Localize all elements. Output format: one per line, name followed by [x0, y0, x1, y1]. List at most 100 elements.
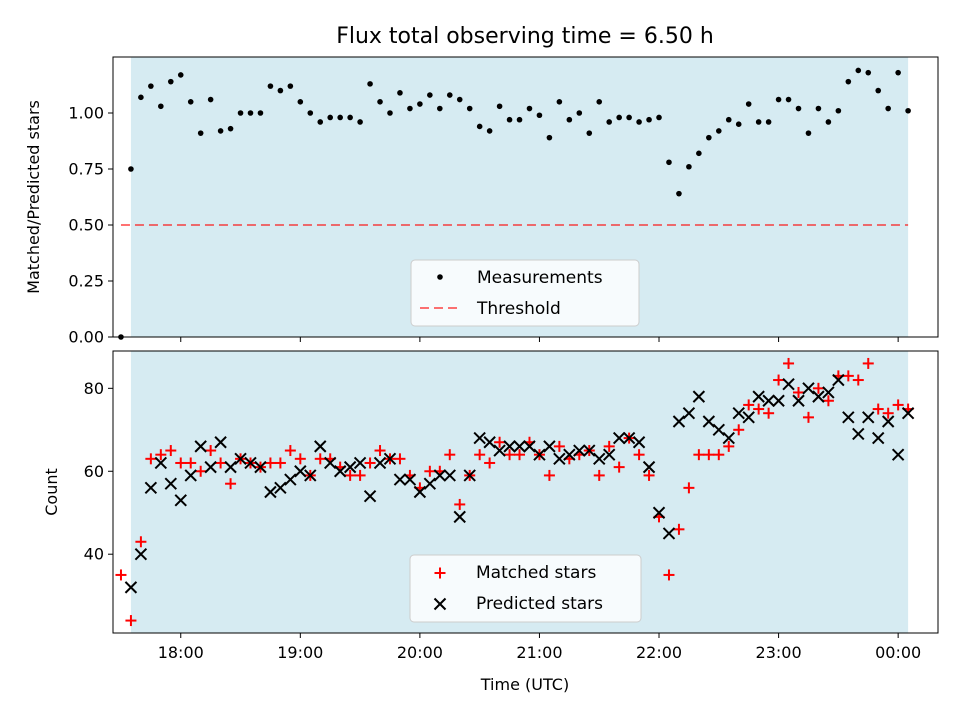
measurement-point [616, 114, 622, 121]
top-legend-box [410, 259, 640, 327]
matched-stars-series [115, 357, 914, 627]
predicted-star-point [513, 440, 526, 453]
predicted-star-point [802, 382, 815, 395]
measurement-point [437, 105, 443, 112]
predicted-star-point [184, 469, 197, 482]
measurement-point [237, 110, 244, 116]
predicted-star-point [403, 473, 417, 486]
matched-star-point [474, 449, 486, 461]
top-x-ticks [180, 337, 899, 342]
predicted-star-point [483, 436, 496, 449]
matched-star-point [374, 445, 386, 457]
measurement-point [586, 130, 593, 136]
measurement-point [486, 128, 493, 134]
matched-star-point [733, 424, 745, 436]
predicted-star-point [443, 469, 456, 482]
chart-title: Flux total observing time = 6.50 h [336, 24, 714, 49]
measurement-point [377, 99, 383, 105]
top-y-tick-label: 0.75 [68, 160, 104, 179]
x-tick-label: 22:00 [636, 643, 682, 662]
predicted-star-point [204, 460, 217, 474]
predicted-star-point [224, 460, 237, 474]
predicted-star-point [164, 477, 177, 490]
measurement-point [357, 119, 363, 125]
measurement-point [815, 105, 822, 112]
x-tick-label: 21:00 [516, 643, 562, 662]
predicted-star-point [393, 473, 407, 486]
measurement-point [506, 116, 513, 123]
legend-matched-marker [434, 567, 446, 579]
predicted-star-point [872, 431, 885, 445]
predicted-star-point [632, 436, 646, 449]
predicted-star-point [433, 469, 447, 482]
measurement-point [735, 121, 742, 127]
measurement-point [725, 116, 732, 123]
bottom-y-tick-label: 60 [84, 462, 104, 481]
measurement-point [277, 87, 284, 94]
matched-star-point [842, 370, 854, 382]
matched-star-point [802, 411, 814, 423]
predicted-star-point [702, 415, 716, 428]
predicted-star-point [782, 377, 795, 391]
matched-star-point [862, 357, 874, 369]
matched-star-point [314, 453, 326, 465]
measurement-point [417, 101, 423, 107]
predicted-star-point [174, 494, 187, 507]
measurement-point [566, 116, 573, 123]
predicted-star-point [622, 431, 636, 445]
bottom-y-ticks: 40 60 80 [84, 379, 113, 564]
matched-star-point [673, 523, 685, 535]
matched-star-point [683, 482, 695, 494]
measurement-point [207, 96, 214, 103]
predicted-star-point [752, 390, 765, 403]
top-y-axis-label: Matched/Predicted stars [24, 100, 43, 294]
predicted-star-point [423, 477, 437, 490]
measurement-point [167, 78, 174, 85]
measurement-point [187, 99, 194, 105]
bottom-y-tick-label: 80 [84, 379, 104, 398]
measurement-point [247, 110, 254, 116]
measurement-point [715, 128, 722, 134]
predicted-star-point [343, 460, 357, 474]
measurement-point [825, 119, 832, 125]
predicted-star-point [742, 411, 755, 424]
predicted-star-point [642, 460, 656, 474]
matched-star-point [274, 457, 286, 469]
predicted-star-point [144, 481, 158, 495]
predicted-star-point [612, 431, 626, 445]
predicted-star-point [881, 415, 895, 428]
matched-star-point [344, 469, 356, 481]
measurement-point [387, 110, 393, 116]
measurement-point [556, 99, 563, 105]
matched-star-point [763, 407, 775, 419]
predicted-star-point [463, 469, 476, 482]
measurement-point [317, 119, 324, 125]
predicted-star-point [473, 431, 486, 445]
measurement-point [696, 150, 702, 157]
matched-star-point [543, 469, 555, 481]
predicted-star-point [453, 510, 466, 524]
bottom-x-ticks: 18:00 19:00 20:00 21:00 22:00 23:00 00:00 [158, 633, 921, 662]
predicted-star-point [503, 440, 516, 453]
predicted-star-point [672, 415, 686, 428]
top-y-tick-label: 1.00 [68, 104, 104, 123]
predicted-star-point [124, 581, 138, 594]
legend-predicted-marker [433, 597, 447, 611]
measurement-point [397, 90, 403, 96]
predicted-star-point [304, 469, 317, 482]
matched-star-point [603, 440, 615, 452]
measurement-point [576, 110, 583, 116]
predicted-star-point [523, 440, 536, 453]
matched-star-point [773, 374, 785, 386]
matched-star-point [185, 457, 197, 469]
matched-star-point [793, 386, 805, 398]
predicted-star-point [722, 431, 735, 445]
predicted-star-point [891, 448, 905, 461]
matched-star-point [454, 498, 466, 510]
measurement-point [158, 103, 164, 110]
predicted-star-point [583, 444, 596, 457]
measurement-point [337, 114, 343, 121]
x-tick-label: 18:00 [158, 643, 204, 662]
measurement-point [656, 114, 662, 121]
legend-matched-glyph [434, 567, 446, 579]
